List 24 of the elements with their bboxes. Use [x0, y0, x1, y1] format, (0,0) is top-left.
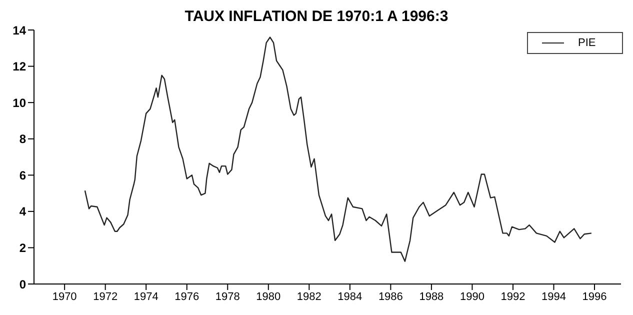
x-tick-label: 1980	[256, 290, 281, 303]
x-tick-label: 1986	[378, 290, 403, 303]
x-tick-label: 1976	[174, 290, 200, 303]
y-tick-label: 0	[19, 277, 26, 292]
x-tick-label: 1984	[338, 290, 362, 303]
x-tick-label: 1990	[460, 290, 484, 303]
y-tick-label: 2	[19, 240, 26, 255]
legend-label: PIE	[578, 37, 596, 49]
x-tick-label: 1974	[134, 290, 158, 303]
y-tick-label: 14	[12, 23, 26, 38]
y-tick-label: 4	[19, 204, 26, 219]
x-tick-label: 1978	[215, 290, 240, 303]
y-tick-label: 12	[12, 60, 26, 74]
x-tick-label: 1996	[582, 290, 607, 303]
x-tick-label: 1994	[541, 290, 566, 303]
x-tick-label: 1982	[296, 290, 322, 303]
y-tick-label: 10	[12, 96, 26, 110]
x-tick-label: 1992	[500, 290, 526, 303]
y-tick-label: 8	[19, 132, 26, 146]
x-tick-label: 1972	[93, 290, 118, 303]
x-tick-label: 1970	[52, 290, 77, 303]
y-tick-label: 6	[19, 168, 26, 182]
x-tick-label: 1988	[419, 290, 444, 303]
chart-title: TAUX INFLATION DE 1970:1 A 1996:3	[184, 8, 448, 25]
